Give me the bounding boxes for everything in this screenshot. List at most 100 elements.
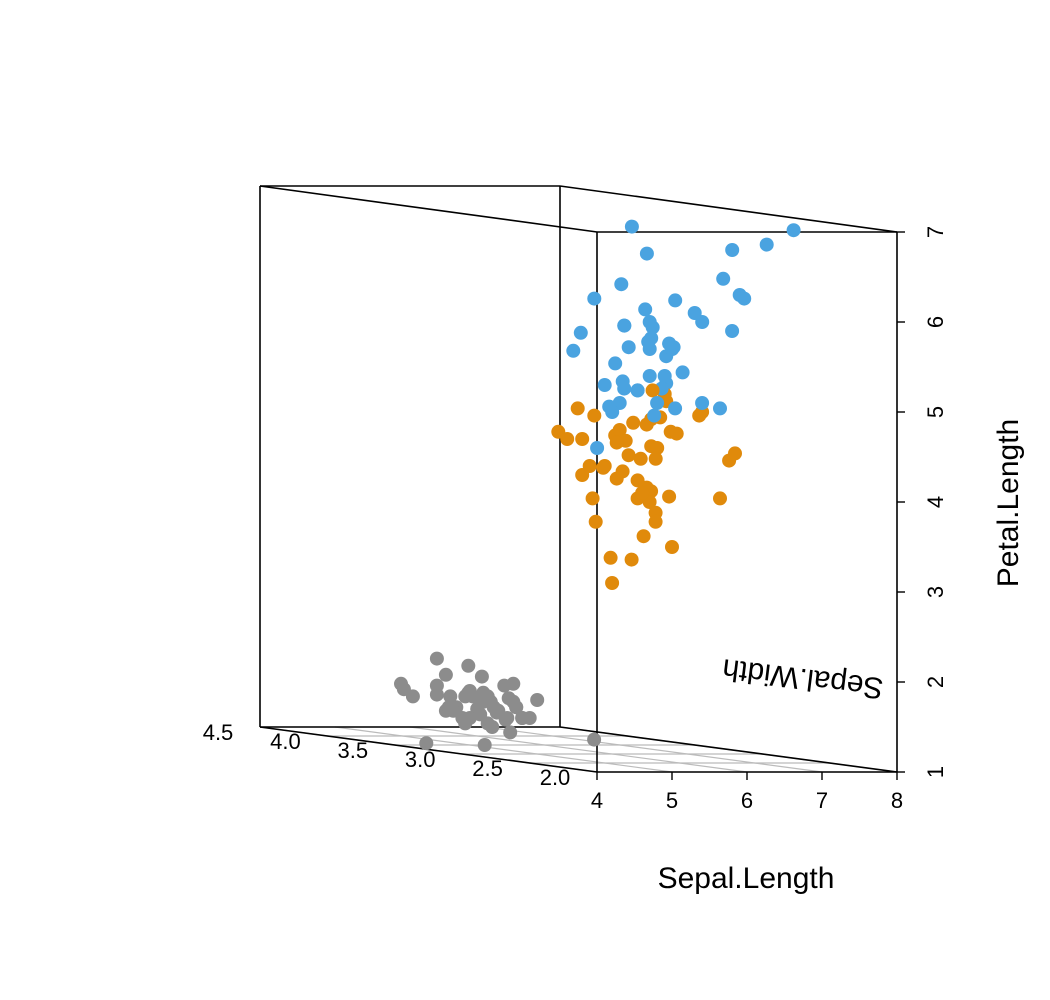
data-point — [642, 315, 657, 329]
data-point — [608, 356, 623, 371]
data-point — [621, 340, 636, 355]
y-tick-label: 4.5 — [203, 720, 234, 745]
data-point — [566, 343, 581, 358]
z-tick-label: 6 — [923, 316, 948, 328]
data-point — [587, 408, 602, 423]
data-point — [716, 271, 731, 286]
data-point — [615, 464, 630, 479]
x-tick-label: 5 — [666, 788, 678, 813]
data-point — [641, 334, 656, 349]
data-point — [419, 736, 434, 751]
data-point — [590, 441, 605, 455]
grid-line — [484, 726, 823, 773]
data-point — [638, 302, 653, 317]
data-point — [728, 446, 742, 461]
data-point — [725, 243, 740, 257]
data-point — [648, 514, 663, 529]
data-point — [668, 293, 683, 308]
data-point — [443, 689, 458, 704]
data-point — [498, 712, 513, 727]
z-tick-label: 7 — [923, 226, 948, 238]
data-point — [474, 669, 489, 684]
data-point — [662, 489, 677, 504]
frame-edge — [259, 185, 598, 233]
data-point — [461, 658, 476, 673]
x-tick-label: 4 — [591, 788, 603, 813]
data-point — [603, 550, 618, 565]
x-tick-label: 8 — [891, 788, 903, 813]
y-tick-label: 3.0 — [405, 747, 436, 772]
data-point — [602, 399, 617, 414]
data-point — [648, 451, 663, 466]
data-point — [587, 291, 602, 306]
data-point — [612, 423, 627, 437]
y-tick-label: 3.5 — [338, 738, 369, 763]
data-point — [650, 396, 665, 410]
data-point — [713, 491, 727, 506]
data-point — [666, 340, 681, 355]
data-point — [458, 716, 473, 731]
data-point — [485, 720, 500, 734]
x-tick-label: 7 — [816, 788, 828, 813]
data-point — [582, 459, 597, 473]
data-point — [597, 378, 612, 392]
points-layer — [394, 219, 801, 752]
frame-edge — [559, 185, 898, 233]
data-point — [725, 324, 740, 338]
data-point — [605, 576, 620, 590]
data-point — [497, 678, 512, 693]
data-point — [713, 401, 727, 416]
data-point — [630, 383, 645, 398]
data-point — [668, 401, 683, 416]
x-tick-label: 6 — [741, 788, 753, 813]
data-point — [588, 514, 603, 529]
data-point — [786, 223, 801, 238]
y-tick-label: 2.5 — [472, 756, 503, 781]
data-point — [503, 725, 518, 740]
data-point — [446, 703, 461, 718]
data-point — [635, 486, 650, 500]
data-point — [617, 381, 632, 396]
data-point — [626, 415, 641, 430]
data-point — [647, 408, 662, 423]
data-point — [515, 711, 530, 725]
grid-line — [409, 726, 748, 773]
data-point — [614, 277, 629, 292]
data-point — [737, 291, 752, 306]
data-point — [509, 700, 524, 715]
data-point — [675, 365, 690, 380]
data-point — [596, 460, 611, 475]
data-point — [617, 318, 632, 333]
data-point — [695, 396, 710, 410]
data-point — [530, 693, 545, 707]
data-point — [396, 682, 411, 697]
data-point — [429, 651, 444, 666]
z-axis-title: Petal.Length — [992, 419, 1025, 587]
data-point — [575, 432, 590, 446]
data-point — [585, 491, 600, 506]
frame-edge — [559, 726, 898, 773]
grid-line — [334, 726, 673, 773]
data-point — [645, 383, 660, 398]
data-point — [636, 529, 651, 544]
data-point — [480, 689, 495, 704]
data-point — [624, 552, 639, 567]
data-point — [669, 426, 684, 441]
z-tick-label: 3 — [923, 586, 948, 598]
z-tick-label: 2 — [923, 676, 948, 688]
data-point — [573, 325, 588, 340]
data-point — [759, 237, 774, 252]
y-tick-label: 4.0 — [270, 729, 301, 754]
x-axis-title: Sepal.Length — [658, 862, 835, 895]
data-point — [473, 707, 488, 722]
data-point — [461, 685, 476, 700]
data-point — [624, 219, 639, 234]
y-axis-title: Sepal.Width — [721, 652, 886, 704]
z-tick-label: 4 — [923, 496, 948, 508]
ticks-layer: 4 5 6 7 8 1 2 3 4 5 6 7 2.0 2.5 3.0 3.5 4.0 4.5 — [203, 226, 948, 813]
data-point — [570, 401, 585, 416]
data-point — [609, 435, 624, 450]
data-point — [695, 315, 710, 329]
data-point — [630, 473, 645, 488]
